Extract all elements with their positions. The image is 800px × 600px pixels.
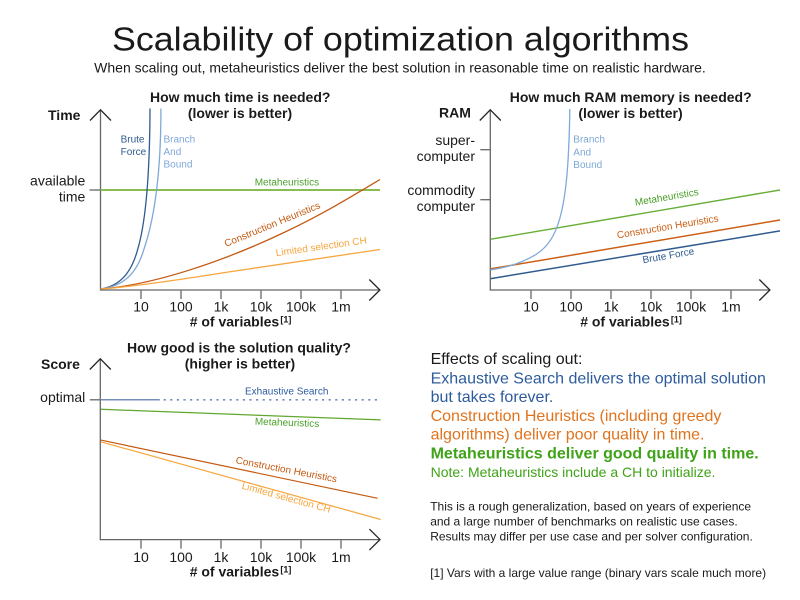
svg-text:Branch: Branch bbox=[573, 135, 605, 146]
svg-text:Bound: Bound bbox=[164, 160, 193, 171]
svg-text:(lower is better): (lower is better) bbox=[578, 105, 682, 121]
svg-text:10: 10 bbox=[523, 299, 539, 315]
svg-text:time: time bbox=[59, 188, 86, 204]
svg-text:[1]: [1] bbox=[280, 565, 291, 575]
svg-text:100: 100 bbox=[169, 549, 193, 565]
svg-text:This is a rough generalization: This is a rough generalization, based on… bbox=[430, 500, 751, 514]
svg-text:Bound: Bound bbox=[573, 160, 602, 171]
svg-text:# of variables: # of variables bbox=[190, 313, 280, 329]
svg-text:# of variables: # of variables bbox=[190, 564, 280, 580]
svg-text:Score: Score bbox=[41, 356, 80, 372]
svg-text:1k: 1k bbox=[214, 549, 230, 565]
svg-text:optimal: optimal bbox=[40, 389, 85, 405]
svg-text:algorithms) deliver poor quali: algorithms) deliver poor quality in time… bbox=[431, 427, 705, 444]
svg-text:Brute: Brute bbox=[121, 135, 145, 146]
svg-text:(higher is better): (higher is better) bbox=[185, 356, 295, 372]
svg-text:commodity: commodity bbox=[407, 182, 475, 198]
svg-text:100k: 100k bbox=[676, 299, 707, 315]
svg-text:computer: computer bbox=[417, 198, 476, 214]
svg-text:Exhaustive Search: Exhaustive Search bbox=[245, 387, 328, 398]
svg-text:100: 100 bbox=[169, 299, 193, 315]
svg-text:(lower is better): (lower is better) bbox=[188, 105, 292, 121]
svg-text:1m: 1m bbox=[331, 299, 350, 315]
svg-text:1m: 1m bbox=[331, 549, 350, 565]
svg-text:Metaheuristics: Metaheuristics bbox=[255, 177, 319, 188]
svg-text:Exhaustive Search delivers the: Exhaustive Search delivers the optimal s… bbox=[431, 370, 766, 387]
svg-text:1m: 1m bbox=[721, 299, 740, 315]
svg-text:How much time is needed?: How much time is needed? bbox=[150, 89, 330, 105]
svg-text:Note: Metaheuristics include a: Note: Metaheuristics include a CH to ini… bbox=[431, 464, 716, 480]
svg-text:100k: 100k bbox=[286, 549, 317, 565]
svg-text:1k: 1k bbox=[604, 299, 620, 315]
svg-text:[1] Vars with a large value ra: [1] Vars with a large value range (binar… bbox=[430, 566, 766, 580]
svg-text:10: 10 bbox=[133, 299, 149, 315]
svg-text:1k: 1k bbox=[214, 299, 230, 315]
svg-text:100k: 100k bbox=[286, 299, 317, 315]
svg-text:And: And bbox=[573, 147, 591, 158]
svg-text:Branch: Branch bbox=[164, 135, 196, 146]
svg-text:Effects of scaling out:: Effects of scaling out: bbox=[431, 351, 583, 368]
svg-text:Metaheuristics: Metaheuristics bbox=[255, 417, 320, 430]
svg-text:but takes forever.: but takes forever. bbox=[431, 389, 554, 406]
svg-text:[1]: [1] bbox=[671, 314, 682, 324]
svg-text:and a large number of benchmar: and a large number of benchmarks on real… bbox=[430, 515, 738, 529]
svg-text:computer: computer bbox=[417, 148, 476, 164]
svg-text:available: available bbox=[30, 172, 85, 188]
svg-text:100: 100 bbox=[559, 299, 583, 315]
svg-text:super-: super- bbox=[435, 132, 475, 148]
svg-text:Results may differ per use cas: Results may differ per use case and per … bbox=[430, 530, 753, 544]
svg-text:How good is the solution quali: How good is the solution quality? bbox=[127, 339, 351, 355]
svg-text:10k: 10k bbox=[250, 549, 274, 565]
svg-text:10k: 10k bbox=[250, 299, 274, 315]
svg-text:Force: Force bbox=[121, 147, 147, 158]
svg-text:10: 10 bbox=[133, 549, 149, 565]
svg-text:How much RAM memory is needed?: How much RAM memory is needed? bbox=[510, 89, 752, 105]
svg-text:10k: 10k bbox=[640, 299, 664, 315]
svg-text:When scaling out, metaheuristi: When scaling out, metaheuristics deliver… bbox=[94, 60, 706, 76]
svg-text:Metaheuristics deliver good qu: Metaheuristics deliver good quality in t… bbox=[431, 446, 759, 463]
svg-text:Time: Time bbox=[48, 107, 81, 123]
svg-text:Scalability of optimization al: Scalability of optimization algorithms bbox=[112, 21, 689, 58]
svg-text:RAM: RAM bbox=[439, 105, 471, 121]
svg-text:# of variables: # of variables bbox=[580, 313, 670, 329]
svg-text:And: And bbox=[164, 147, 182, 158]
svg-text:Construction Heuristics (inclu: Construction Heuristics (including greed… bbox=[431, 408, 722, 425]
svg-text:[1]: [1] bbox=[280, 314, 291, 324]
